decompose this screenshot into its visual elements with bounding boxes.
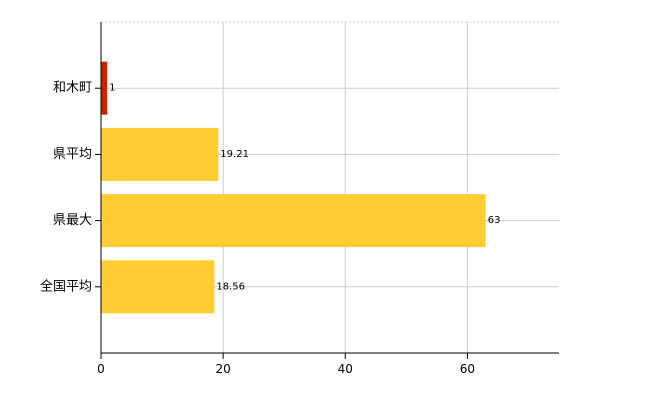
- x-tick-label-0: 0: [97, 362, 105, 376]
- category-label-2: 県最大: [53, 213, 92, 228]
- data-label-1: 19.21: [220, 149, 249, 160]
- bar-3: [101, 260, 215, 314]
- bars: [101, 61, 486, 314]
- bar-1: [101, 127, 219, 181]
- category-label-3: 全国平均: [40, 278, 92, 294]
- x-tick-label-3: 60: [460, 362, 475, 376]
- data-label-3: 18.56: [216, 281, 245, 292]
- x-tick-label-1: 20: [215, 362, 230, 376]
- x-tick-label-2: 40: [338, 362, 353, 376]
- data-label-0: 1: [109, 83, 115, 94]
- category-label-1: 県平均: [53, 147, 92, 162]
- data-label-2: 63: [488, 215, 501, 226]
- category-label-0: 和木町: [53, 81, 92, 96]
- axes: [95, 22, 559, 359]
- bar-0: [101, 61, 108, 115]
- bar-2: [101, 194, 486, 248]
